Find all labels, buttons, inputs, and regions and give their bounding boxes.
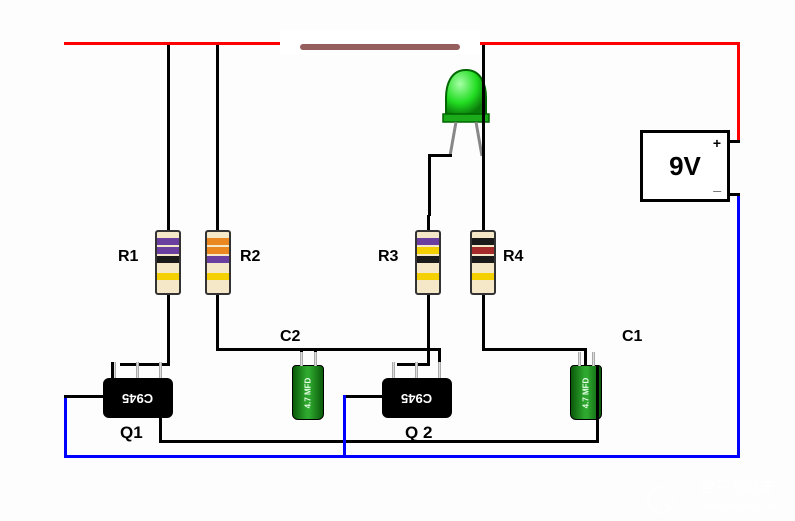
wire-r2-lead-top <box>216 215 219 230</box>
wire-r3-lead-bot <box>427 295 430 363</box>
battery-minus: _ <box>713 177 721 193</box>
label-r3: R3 <box>378 248 398 266</box>
wire-c1-top <box>584 348 587 365</box>
wire-q1-collector <box>120 363 170 366</box>
watermark-url: www.elecfans.com <box>698 501 781 512</box>
label-r1: R1 <box>118 248 138 266</box>
wire-top-to-r1 <box>167 45 170 215</box>
watermark-text: 电子发烧友 www.elecfans.com <box>698 476 781 512</box>
wire-ground-right <box>737 194 740 458</box>
wire-r1-lead-bot <box>167 295 170 363</box>
label-r4: R4 <box>503 248 523 266</box>
battery-pos-lead <box>730 140 740 143</box>
wire-q2-collector-v <box>397 363 430 366</box>
transistor-q1: C945 <box>103 378 173 418</box>
wire-positive-right <box>737 42 740 142</box>
wire-r4-to-c1-h <box>482 348 587 351</box>
wire-r2-lead-bot <box>216 295 219 350</box>
wire-led-anode <box>428 154 431 216</box>
label-q2: Q 2 <box>405 423 432 443</box>
wire-q2-emitter-to-ground <box>343 395 346 458</box>
capacitor-c2 <box>292 365 324 420</box>
watermark-logo-icon <box>647 486 675 514</box>
wire-q1-emitter <box>111 362 114 378</box>
wire-r2-to-c2-h <box>216 348 441 351</box>
wire-q1-base-h <box>159 440 599 443</box>
wire-q1-collector-v <box>167 363 170 366</box>
wire-led-anode-h <box>428 154 452 157</box>
wire-top-to-r2 <box>216 45 219 215</box>
wire-to-q2-base <box>438 348 441 363</box>
top-artifact-smudge <box>300 44 460 50</box>
wire-r4-lead-top <box>482 215 485 230</box>
battery-label: 9V <box>669 151 701 182</box>
battery: 9V + _ <box>640 130 730 202</box>
wire-r4-lead-bot <box>482 295 485 350</box>
label-c2: C2 <box>280 328 300 346</box>
transistor-q2: C945 <box>382 378 452 418</box>
wire-ground-bottom <box>64 455 740 458</box>
wire-q1-emitter-h2 <box>64 395 67 398</box>
resistor-r3 <box>415 230 441 295</box>
top-artifact <box>280 30 480 55</box>
transistor-q2-part: C945 <box>401 391 432 406</box>
battery-neg-lead <box>730 193 740 196</box>
label-r2: R2 <box>240 248 260 266</box>
label-q1: Q1 <box>120 423 143 443</box>
resistor-r1 <box>155 230 181 295</box>
watermark-cn: 电子发烧友 <box>698 479 773 496</box>
wire-r1-lead-top <box>167 215 170 230</box>
transistor-q1-part: C945 <box>122 391 153 406</box>
wire-ground-left <box>64 397 67 458</box>
wire-led-cathode <box>482 154 485 216</box>
resistor-r4 <box>470 230 496 295</box>
wire-c1-to-q1base-v <box>596 365 599 443</box>
wire-r3-lead-top <box>427 215 430 230</box>
wire-top-to-r4 <box>482 45 485 157</box>
battery-plus: + <box>713 135 721 151</box>
label-c1: C1 <box>622 328 642 346</box>
resistor-r2 <box>205 230 231 295</box>
wire-r3-to-q2c <box>427 363 430 366</box>
